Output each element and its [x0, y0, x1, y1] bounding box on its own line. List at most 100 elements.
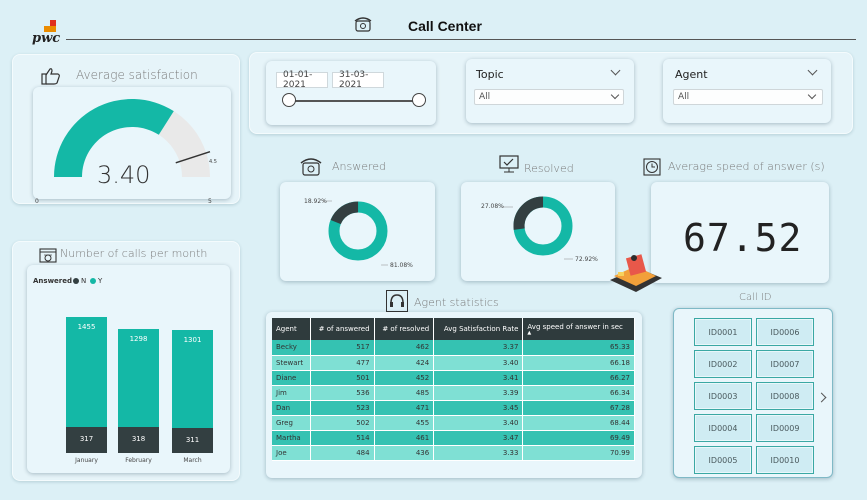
clock-icon — [643, 158, 661, 180]
resolved-donut-panel: 27.08% 72.92% — [461, 182, 615, 281]
table-cell: 452 — [374, 370, 435, 386]
table-cell: 69.49 — [522, 430, 635, 446]
table-row[interactable]: Joe 484 436 3.33 70.99 — [272, 445, 635, 461]
table-cell: 514 — [310, 430, 375, 446]
pwc-logo-mark — [50, 20, 56, 30]
date-start-input[interactable]: 01-01-2021 — [276, 70, 328, 90]
legend-dot-y — [90, 278, 96, 284]
pwc-logo: pwc — [30, 18, 70, 46]
table-cell: 455 — [374, 415, 435, 431]
table-cell: 3.33 — [433, 445, 524, 461]
gauge-value: 3.40 — [97, 161, 151, 189]
table-row[interactable]: Stewart 477 424 3.40 66.18 — [272, 355, 635, 371]
call-id-button[interactable]: ID0007 — [756, 350, 814, 378]
gauge-target-marker — [175, 150, 211, 164]
column-header[interactable]: Agent — [272, 318, 311, 340]
bar-february[interactable]: 1298 318 — [118, 329, 159, 453]
bar-january[interactable]: 1455 317 — [66, 317, 107, 453]
bar-segment-n[interactable]: 317 — [66, 427, 107, 453]
agent-stats-panel: Agent # of answered # of resolved Avg Satis… — [266, 312, 642, 478]
bar-segment-y[interactable]: 1455 — [66, 317, 107, 427]
legend-title: Answered — [33, 277, 72, 285]
agent-stats-title: Agent statistics — [414, 296, 499, 309]
bar-segment-n[interactable]: 318 — [118, 427, 159, 453]
table-cell: Greg — [272, 415, 311, 431]
thumbs-up-icon — [41, 67, 61, 89]
agent-chevron-down-icon[interactable] — [807, 65, 818, 76]
pwc-logo-text: pwc — [32, 31, 61, 46]
bar-label-y: 1455 — [77, 323, 96, 331]
call-id-button[interactable]: ID0004 — [694, 414, 752, 442]
gauge-value-arc — [54, 98, 174, 177]
table-cell: 66.27 — [522, 370, 635, 386]
bar-segment-y[interactable]: 1298 — [118, 329, 159, 427]
call-id-button[interactable]: ID0005 — [694, 446, 752, 474]
topic-chevron-down-icon[interactable] — [610, 65, 621, 76]
resolved-monitor-icon — [498, 154, 520, 178]
table-cell: Martha — [272, 430, 311, 446]
legend-dot-n — [73, 278, 79, 284]
agent-stats-table: Agent # of answered # of resolved Avg Satis… — [272, 318, 635, 461]
table-cell: 66.34 — [522, 385, 635, 401]
table-cell: Becky — [272, 340, 311, 356]
topic-dropdown[interactable]: All — [474, 89, 624, 105]
bar-march[interactable]: 1301 311 — [172, 330, 213, 453]
answered-title: Answered — [332, 160, 387, 173]
slider-start-handle[interactable] — [282, 93, 296, 107]
call-id-panel: ID0001 ID0006 ID0002 ID0007 ID0003 ID0008 ID00… — [673, 308, 833, 478]
date-end-input[interactable]: 31-03-2021 — [332, 70, 384, 90]
page-title: Call Center — [408, 18, 482, 34]
call-id-button[interactable]: ID0002 — [694, 350, 752, 378]
table-cell: 66.18 — [522, 355, 635, 371]
bar-chart-panel: Answered N Y 1455 317 January 1298 318 Februa… — [27, 265, 230, 473]
column-header[interactable]: # of answered — [310, 318, 375, 340]
topic-label: Topic — [476, 68, 504, 81]
table-row[interactable]: Greg 502 455 3.40 68.44 — [272, 415, 635, 431]
bar-label-y: 1301 — [183, 336, 202, 344]
bar-chart: 1455 317 January 1298 318 February 1301 311 Marc… — [27, 265, 230, 473]
table-cell: 3.37 — [433, 340, 524, 356]
call-id-button[interactable]: ID0001 — [694, 318, 752, 346]
table-cell: Joe — [272, 445, 311, 461]
bar-label-n: 318 — [131, 435, 146, 443]
phone-illustration — [606, 250, 666, 300]
slider-end-handle[interactable] — [412, 93, 426, 107]
table-cell: 67.28 — [522, 400, 635, 416]
table-row[interactable]: Jim 536 485 3.39 66.34 — [272, 385, 635, 401]
column-header[interactable]: Avg speed of answer in sec ▲ — [522, 318, 635, 340]
table-row[interactable]: Becky 517 462 3.37 65.33 — [272, 340, 635, 356]
table-cell: 3.47 — [433, 430, 524, 446]
table-cell: 70.99 — [522, 445, 635, 461]
agent-dropdown[interactable]: All — [673, 89, 823, 105]
calls-month-card: Number of calls per month Answered N Y 1… — [12, 241, 240, 481]
table-cell: 477 — [310, 355, 375, 371]
table-body: Becky 517 462 3.37 65.33 Stewart 477 424 3.40 66.… — [272, 340, 635, 461]
call-id-button[interactable]: ID0010 — [756, 446, 814, 474]
bar-segment-y[interactable]: 1301 — [172, 330, 213, 428]
gauge-min-label: 0 — [35, 198, 39, 205]
table-cell: 3.40 — [433, 415, 524, 431]
table-cell: 523 — [310, 400, 375, 416]
table-cell: 3.39 — [433, 385, 524, 401]
speed-panel: 67.52 — [651, 182, 829, 283]
x-tick-label: January — [75, 457, 98, 464]
call-id-button[interactable]: ID0009 — [756, 414, 814, 442]
satisfaction-title: Average satisfaction — [76, 68, 198, 82]
table-cell: 501 — [310, 370, 375, 386]
table-row[interactable]: Dan 523 471 3.45 67.28 — [272, 400, 635, 416]
table-row[interactable]: Martha 514 461 3.47 69.49 — [272, 430, 635, 446]
call-id-button[interactable]: ID0006 — [756, 318, 814, 346]
call-id-button[interactable]: ID0003 — [694, 382, 752, 410]
legend-label-n: N — [81, 277, 87, 285]
legend-label-y: Y — [98, 277, 103, 285]
column-header[interactable]: # of resolved — [374, 318, 435, 340]
bar-segment-n[interactable]: 311 — [172, 428, 213, 453]
date-slicer: 01-01-2021 31-03-2021 — [266, 61, 436, 125]
table-cell: Diane — [272, 370, 311, 386]
column-header[interactable]: Avg Satisfaction Rate — [433, 318, 524, 340]
table-row[interactable]: Diane 501 452 3.41 66.27 — [272, 370, 635, 386]
table-cell: Stewart — [272, 355, 311, 371]
table-header-row: Agent # of answered # of resolved Avg Satis… — [272, 318, 635, 340]
call-id-button[interactable]: ID0008 — [756, 382, 814, 410]
